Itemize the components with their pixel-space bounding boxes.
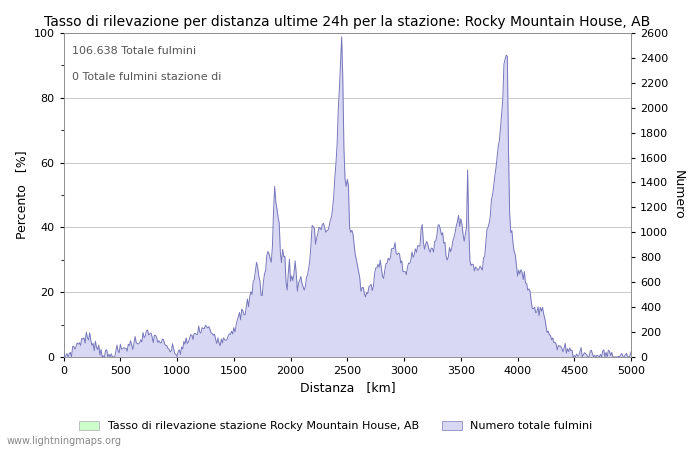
Legend: Tasso di rilevazione stazione Rocky Mountain House, AB, Numero totale fulmini: Tasso di rilevazione stazione Rocky Moun…: [75, 416, 597, 436]
X-axis label: Distanza   [km]: Distanza [km]: [300, 382, 395, 395]
Text: 0 Totale fulmini stazione di: 0 Totale fulmini stazione di: [72, 72, 221, 82]
Text: www.lightningmaps.org: www.lightningmaps.org: [7, 436, 122, 446]
Y-axis label: Numero: Numero: [672, 170, 685, 220]
Text: 106.638 Totale fulmini: 106.638 Totale fulmini: [72, 46, 196, 56]
Title: Tasso di rilevazione per distanza ultime 24h per la stazione: Rocky Mountain Hou: Tasso di rilevazione per distanza ultime…: [44, 15, 650, 29]
Y-axis label: Percento   [%]: Percento [%]: [15, 151, 28, 239]
